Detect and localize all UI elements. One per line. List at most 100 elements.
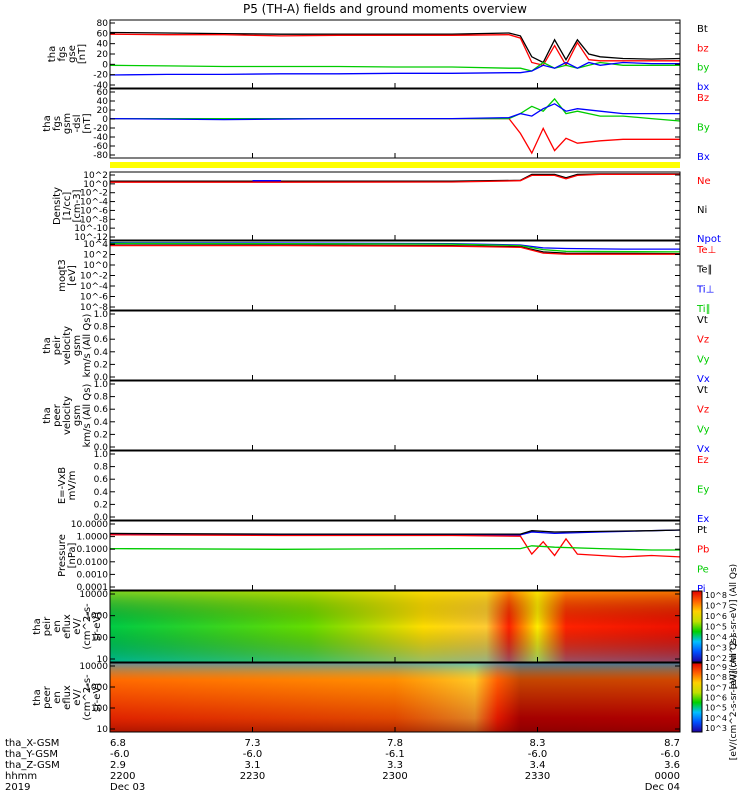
y-axis-label: eflux — [62, 614, 73, 639]
y-axis-label: tha — [47, 46, 58, 62]
y-axis-label: gse — [67, 45, 78, 63]
series-line-Pe — [109, 545, 680, 551]
panel-peer_eflux: 10^910^810^710^610^510^410^3 [eV/(cm^2-s-… — [32, 635, 739, 760]
y-axis-label: tha — [32, 689, 43, 705]
colorbar-tick-label: 10^7 — [705, 683, 727, 692]
y-tick-label: 0.4 — [94, 348, 109, 358]
x-axis-value: 2330 — [525, 771, 550, 782]
panel-efield: Ez Ey Ex 1.0 0.8 0.6 0.4 0.2 0.0 E=-VxB mV/m — [57, 450, 709, 525]
y-axis-label: km/s (All Qs) — [82, 314, 93, 378]
colorbar — [691, 662, 703, 733]
y-tick-label: -80 — [93, 151, 108, 161]
colorbar-tick-label: 10^5 — [705, 704, 727, 713]
x-axis-row-label: hhmm — [5, 771, 37, 782]
y-tick-label: 0.1000 — [77, 545, 109, 555]
colorbar-tick-label: 10^4 — [705, 714, 727, 723]
y-tick-label: 10^0 — [83, 180, 108, 190]
legend-entry: Vy — [697, 354, 710, 365]
y-tick-label: 10^-2 — [80, 272, 108, 282]
y-axis-label: sr-eV) — [92, 683, 103, 712]
plot-area — [110, 381, 680, 450]
legend-entry: Pt — [697, 525, 707, 536]
y-tick-label: 10^-6 — [80, 206, 108, 216]
y-tick-label: 1.0000 — [77, 533, 109, 543]
y-axis-label: velocity — [62, 396, 73, 435]
panel-peer_velocity: Vt Vz Vy Vx 1.0 0.8 0.6 0.4 0.2 0.0 tha peer velocit… — [42, 380, 710, 455]
legend-entry: Ni — [697, 205, 707, 216]
plot-area — [110, 89, 680, 158]
x-axis-value: -6.0 — [110, 749, 130, 760]
y-axis-label: eV/ — [72, 689, 83, 706]
y-tick-label: 40 — [97, 97, 109, 107]
y-axis-label: peer — [42, 685, 53, 709]
y-tick-label: 1.0 — [94, 450, 109, 460]
series-line-Pt — [109, 529, 681, 535]
y-axis-label: tha — [42, 337, 53, 353]
colorbar-label: [eV/(cm^2-s-sr-eV)] (All Qs) — [729, 635, 739, 760]
y-tick-label: 0.2 — [94, 360, 108, 370]
y-axis-label: sr-eV) — [92, 612, 103, 641]
y-axis-label: gsm — [72, 405, 83, 426]
plot-area — [110, 311, 680, 380]
x-axis-value: 2200 — [110, 771, 135, 782]
status-bar — [110, 162, 680, 168]
y-tick-label: 60 — [97, 88, 109, 98]
x-axis-row-label: 2019 — [5, 782, 30, 793]
y-tick-label: 100 — [91, 633, 108, 643]
x-axis-value: -6.0 — [660, 749, 680, 760]
x-axis-row-label: tha_Y-GSM — [5, 749, 58, 760]
legend-entry: Ey — [697, 485, 709, 496]
legend-entry: Vt — [697, 385, 708, 396]
y-tick-label: 0.2 — [94, 430, 108, 440]
y-tick-label: 60 — [97, 29, 109, 39]
y-tick-label: 1000 — [85, 683, 108, 693]
y-tick-label: 10000 — [79, 590, 108, 600]
panel-peir_eflux: 10^810^710^610^510^410^310^2 [eV/(cm^2-s-… — [32, 564, 739, 689]
legend-entry: Te⊥ — [696, 245, 716, 256]
series-line-Bx — [109, 103, 680, 121]
spectrogram-shading — [110, 663, 680, 732]
series-line-Ti∥ — [109, 242, 681, 253]
colorbar-tick-label: 10^3 — [705, 644, 727, 653]
legend-entry: Pi — [697, 584, 706, 595]
legend-entry: Pe — [697, 564, 709, 575]
y-axis-label: Density — [52, 187, 63, 225]
y-tick-label: 0 — [102, 115, 108, 125]
y-tick-label: -20 — [93, 124, 108, 134]
colorbar-tick-label: 10^7 — [705, 602, 727, 611]
legend-entry: Ti∥ — [696, 304, 711, 315]
legend-entry: Vz — [697, 335, 709, 346]
x-axis-value: Dec 04 — [645, 782, 680, 793]
y-tick-label: 0.0100 — [77, 558, 109, 568]
y-tick-label: 0.4 — [94, 418, 109, 428]
colorbar-label: [eV/(cm^2-s-sr-eV)] (All Qs) — [729, 564, 739, 689]
x-axis-value: 8.3 — [530, 738, 546, 749]
y-axis-label: mV/m — [67, 471, 78, 501]
y-tick-label: -20 — [93, 71, 108, 81]
y-tick-label: 10000 — [79, 662, 108, 672]
colorbar-tick-label: 10^2 — [705, 654, 727, 663]
x-axis-table: tha_X-GSM 6.8 7.3 7.8 8.3 8.7 tha_Y-GSM -6.0 -6.… — [5, 738, 680, 793]
legend-entry: Bz — [697, 93, 709, 104]
y-tick-label: 100 — [91, 704, 108, 714]
x-axis-value: -6.0 — [243, 749, 263, 760]
y-axis-label: peer — [52, 403, 63, 427]
x-axis-value: 2230 — [240, 771, 265, 782]
y-tick-label: 1000 — [85, 612, 108, 622]
y-tick-label: 10.0000 — [71, 520, 108, 530]
x-axis-value: 3.6 — [664, 760, 680, 771]
legend-entry: Bt — [697, 24, 708, 35]
y-axis-label: en — [52, 691, 63, 704]
x-axis-value: 6.8 — [110, 738, 126, 749]
y-axis-label: peir — [42, 616, 53, 636]
y-tick-label: 0.6 — [94, 475, 109, 485]
colorbar — [691, 590, 703, 663]
x-axis-value: -6.1 — [385, 749, 405, 760]
x-axis-row-label: tha_X-GSM — [5, 738, 59, 749]
y-tick-label: 0.8 — [94, 323, 109, 333]
series-line-Te⊥ — [110, 244, 680, 255]
legend-entry: by — [697, 63, 709, 74]
